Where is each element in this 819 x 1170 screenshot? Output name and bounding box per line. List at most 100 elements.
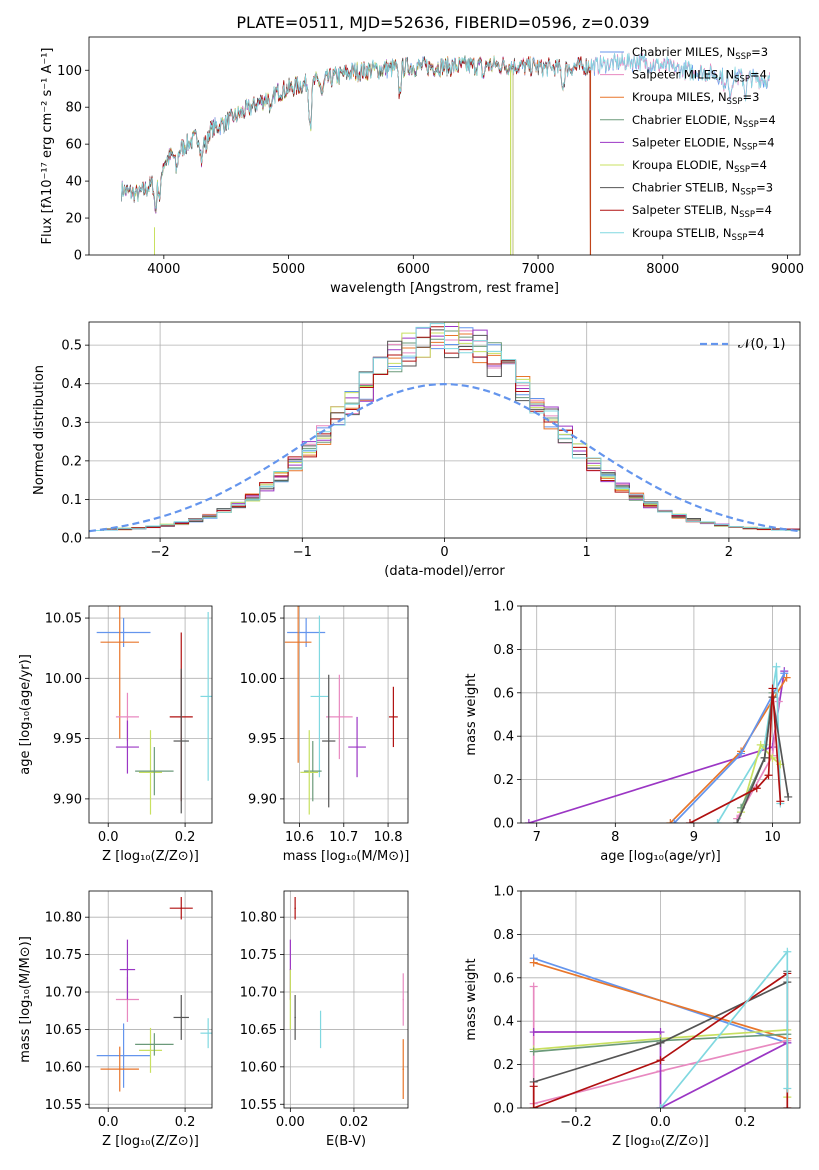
y-axis-label: mass [log₁₀(M/M⊙)] (18, 936, 33, 1063)
y-tick-label: 10.80 (45, 911, 82, 926)
legend-label-kroupa_miles: Kroupa MILES, NSSP=3 (632, 90, 759, 107)
point-salpeter_stelib (180, 907, 183, 910)
point-chabrier_elodie (311, 770, 314, 772)
legend-tail: =4 (750, 158, 767, 172)
series-marker-chabrier_elodie (529, 1047, 538, 1056)
point-chabrier_stelib (294, 1016, 296, 1019)
point-chabrier_miles (122, 1054, 125, 1057)
series-marker-salpeter_stelib (529, 1082, 538, 1091)
y-tick-label: 1.0 (493, 885, 514, 900)
y-axis-label: Normed distribution (32, 365, 47, 495)
legend-tail: =3 (742, 90, 759, 104)
panel-mass_vs_Z: 0.0 0.2 10.55 10.60 10.65 10.70 10.75 10.80 Z [l… (18, 890, 213, 1149)
series-marker-salpeter_stelib (768, 684, 777, 693)
y-tick-label: 0 (74, 249, 82, 264)
series-marker-kroupa_stelib (656, 1104, 665, 1108)
plot-area (529, 947, 792, 1108)
y-tick-label: 10.60 (240, 1060, 277, 1075)
y-tick-label: 0.2 (493, 773, 514, 788)
x-tick-label: 0.2 (175, 830, 196, 845)
y-axis-label: Flux [fλ10⁻¹⁷ erg cm⁻² s⁻¹ A⁻¹] (40, 48, 55, 245)
x-tick-label: 6000 (397, 262, 430, 277)
series-marker-chabrier_stelib (760, 753, 769, 762)
legend-sub: SSP (743, 120, 759, 130)
normal-curve (89, 382, 800, 533)
point-kroupa_miles (297, 641, 299, 643)
series-marker-kroupa_stelib (713, 819, 722, 823)
legend-label-salpeter_miles: Salpeter MILES, NSSP=4 (632, 68, 767, 85)
x-axis-label: (data-model)/error (384, 564, 505, 579)
legend-label-chabrier_elodie: Chabrier ELODIE, NSSP=4 (632, 113, 776, 130)
y-tick-label: 1.0 (493, 600, 514, 615)
x-axis-label: wavelength [Angstrom, rest frame] (330, 281, 559, 296)
legend-sub: SSP (734, 75, 750, 85)
series-marker-chabrier_miles (780, 669, 789, 678)
y-tick-label: 10.65 (45, 1023, 82, 1038)
y-tick-label: 0.4 (493, 730, 514, 745)
y-tick-label: 10.00 (45, 672, 82, 687)
series-marker-kroupa_miles (782, 673, 791, 682)
series-line-kroupa_miles (533, 961, 788, 1040)
y-tick-label: 10.70 (240, 986, 277, 1001)
series-marker-salpeter_stelib (783, 1104, 792, 1108)
spectrum-line-salpeter_elodie (121, 56, 514, 255)
series-marker-kroupa_miles (529, 958, 538, 967)
y-tick-label: 10.05 (45, 612, 82, 627)
point-kroupa_stelib (318, 695, 321, 698)
legend-label-chabrier_stelib: Chabrier STELIB, NSSP=3 (632, 181, 773, 198)
point-kroupa_miles (402, 1068, 405, 1070)
y-tick-label: 60 (65, 138, 82, 153)
x-axis-label: Z [log₁₀(Z/Z⊙)] (102, 849, 199, 864)
y-tick-label: 0.3 (61, 416, 82, 431)
y-tick-label: 0.0 (61, 532, 82, 547)
y-tick-label: 80 (65, 101, 82, 116)
legend-label-normal: 𝒩(0, 1) (738, 337, 785, 352)
legend-sub: SSP (735, 52, 751, 62)
series-marker-salpeter_stelib (752, 784, 761, 793)
y-tick-label: 0.8 (493, 928, 514, 943)
point-kroupa_stelib (207, 695, 209, 698)
series-marker-kroupa_stelib (783, 1084, 792, 1093)
x-tick-label: 8 (611, 830, 619, 845)
axes-frame (88, 890, 213, 1109)
point-kroupa_miles (118, 641, 121, 643)
plot-area (284, 606, 398, 815)
x-tick-label: 9000 (771, 262, 804, 277)
series-marker-chabrier_stelib (784, 792, 793, 801)
plot-area (121, 52, 770, 255)
legend-tail: =3 (756, 181, 773, 195)
x-tick-label: 0.00 (276, 1115, 305, 1130)
point-chabrier_stelib (180, 1016, 183, 1019)
point-kroupa_elodie (289, 998, 292, 1001)
x-tick-label: 10.6 (285, 830, 314, 845)
legend-label-chabrier_miles: Chabrier MILES, NSSP=3 (632, 45, 768, 62)
y-tick-label: 10.75 (240, 948, 277, 963)
y-tick-label: 9.95 (248, 732, 277, 747)
point-chabrier_elodie (153, 770, 156, 772)
axes-frame (283, 605, 409, 824)
point-chabrier_miles (122, 631, 125, 634)
legend-tail: =4 (758, 135, 775, 149)
series-marker-salpeter_elodie (524, 819, 533, 823)
y-axis-label: mass weight (464, 958, 479, 1040)
y-tick-label: 0.6 (493, 686, 514, 701)
point-kroupa_elodie (149, 1049, 152, 1052)
plot-area (289, 896, 405, 1100)
axes-frame (520, 890, 801, 1109)
series-marker-salpeter_stelib (529, 1104, 538, 1108)
y-tick-label: 9.95 (53, 732, 82, 747)
y-tick-label: 10.65 (240, 1023, 277, 1038)
legend-sub: SSP (740, 188, 756, 198)
plot-area (524, 662, 793, 823)
panel-weight_vs_age: 7 8 9 10 0.0 0.2 0.4 0.6 0.8 1.0 age [log₁₀(age/yr… (464, 600, 801, 864)
x-axis-label: Z [log₁₀(Z/Z⊙)] (102, 1134, 199, 1149)
y-tick-label: 0.2 (493, 1058, 514, 1073)
legend-tail: =4 (747, 226, 764, 240)
series-marker-chabrier_miles (670, 819, 679, 823)
point-salpeter_miles (402, 998, 405, 1001)
x-tick-label: 2 (725, 545, 733, 560)
point-salpeter_stelib (392, 716, 395, 718)
x-tick-label: 5000 (272, 262, 305, 277)
x-tick-label: 9 (690, 830, 698, 845)
y-tick-label: 0.1 (61, 493, 82, 508)
